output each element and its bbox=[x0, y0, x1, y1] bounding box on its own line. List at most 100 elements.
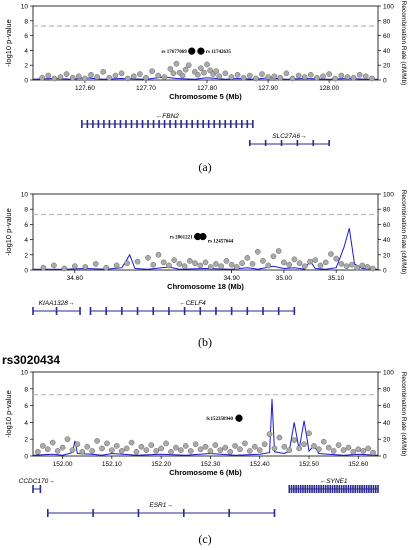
snp-point bbox=[249, 261, 256, 267]
snp-point bbox=[328, 251, 334, 257]
gene-label: ESR1→ bbox=[149, 502, 172, 509]
snp-point bbox=[350, 448, 357, 455]
snp-point bbox=[228, 74, 235, 80]
x-axis-label: Chromosome 6 (Mb) bbox=[169, 468, 242, 477]
snp-point bbox=[223, 258, 230, 264]
snp-point bbox=[338, 261, 345, 267]
snp-point bbox=[253, 75, 259, 82]
gene-exon bbox=[119, 120, 122, 128]
snp-point bbox=[227, 448, 233, 455]
gene-exon bbox=[185, 120, 188, 128]
gene-exon bbox=[213, 120, 216, 128]
snp-point bbox=[251, 443, 258, 450]
gene-exon bbox=[114, 120, 116, 128]
gene-exon bbox=[302, 485, 304, 493]
snp-point bbox=[186, 258, 193, 264]
snp-point bbox=[74, 441, 81, 448]
snp-point bbox=[213, 261, 219, 267]
y-tick-label: 10 bbox=[21, 370, 29, 377]
gene-exon bbox=[202, 120, 204, 128]
snp-point bbox=[202, 443, 209, 450]
gene-exon bbox=[304, 485, 307, 493]
snp-point bbox=[207, 448, 214, 454]
snp-point bbox=[301, 441, 307, 448]
snp-point bbox=[283, 70, 290, 77]
y-tick-label: 4 bbox=[24, 48, 28, 55]
snp-point bbox=[271, 73, 278, 80]
gene-exon bbox=[340, 485, 343, 493]
gene-exon bbox=[103, 120, 105, 128]
y2-tick-label: 0 bbox=[383, 454, 387, 461]
snp-point bbox=[228, 261, 235, 268]
gene-exon bbox=[248, 140, 251, 146]
gene-exon bbox=[55, 307, 58, 315]
snp-point bbox=[312, 257, 319, 263]
snp-point bbox=[155, 72, 162, 79]
y-tick-label: 10 bbox=[21, 192, 29, 199]
snp-point bbox=[240, 74, 247, 81]
snp-point bbox=[207, 67, 213, 74]
x-axis-label: Chromosome 5 (Mb) bbox=[169, 92, 242, 101]
snp-point bbox=[216, 73, 223, 80]
snp-point bbox=[222, 444, 229, 451]
snp-point bbox=[197, 262, 204, 269]
snp-point bbox=[259, 71, 265, 77]
snp-point bbox=[89, 448, 95, 454]
snp-point bbox=[291, 256, 298, 263]
snp-point bbox=[301, 263, 308, 270]
y-tick-label: 0 bbox=[24, 454, 28, 461]
gene-exon bbox=[196, 120, 199, 128]
y2-tick-label: 20 bbox=[383, 63, 391, 70]
snp-point bbox=[124, 75, 131, 82]
snp-point bbox=[71, 263, 78, 270]
gene-exon bbox=[329, 485, 332, 493]
gene-exon bbox=[290, 485, 293, 493]
gene-exon bbox=[356, 485, 359, 493]
gene-exon bbox=[315, 485, 318, 493]
snp-point bbox=[354, 264, 360, 271]
lead-snp-point bbox=[197, 47, 205, 55]
snp-point bbox=[332, 75, 339, 82]
gene-exon bbox=[293, 307, 296, 315]
y2-tick-label: 0 bbox=[383, 78, 387, 85]
snp-point bbox=[69, 74, 76, 81]
snp-point bbox=[270, 253, 277, 260]
snp-point bbox=[113, 443, 120, 449]
gene-exon bbox=[347, 485, 350, 493]
snp-point bbox=[266, 431, 273, 438]
gene-exon bbox=[180, 120, 182, 128]
snp-point bbox=[307, 258, 313, 265]
y-tick-label: 8 bbox=[24, 386, 28, 393]
gene-exon bbox=[199, 307, 202, 315]
gene-exon bbox=[224, 120, 227, 128]
snp-point bbox=[143, 447, 150, 453]
snp-point bbox=[207, 264, 214, 270]
snp-point bbox=[40, 443, 46, 449]
gene-label: SLC27A6→ bbox=[272, 133, 306, 140]
snp-point bbox=[99, 445, 105, 452]
snp-point bbox=[369, 75, 375, 82]
gene-exon bbox=[336, 485, 338, 493]
gene-exon bbox=[152, 307, 155, 315]
snp-point bbox=[330, 448, 337, 454]
snp-point bbox=[123, 445, 130, 452]
snp-point bbox=[301, 74, 308, 80]
gene-exon bbox=[331, 485, 334, 493]
snp-point bbox=[322, 259, 329, 266]
snp-point bbox=[202, 259, 209, 266]
y2-tick-label: 0 bbox=[383, 268, 387, 275]
snp-point bbox=[173, 60, 180, 67]
lead-snp-point bbox=[235, 414, 243, 422]
snp-point bbox=[343, 263, 350, 270]
gene-exon bbox=[152, 120, 155, 128]
y2-tick-label: 100 bbox=[383, 192, 394, 199]
snp-point bbox=[365, 445, 371, 452]
snp-point bbox=[213, 68, 220, 74]
snp-point bbox=[167, 66, 174, 72]
snp-point bbox=[51, 262, 57, 269]
section-title: rs3020434 bbox=[2, 353, 61, 367]
gene-exon bbox=[89, 307, 92, 315]
snp-point bbox=[45, 72, 52, 79]
snp-point bbox=[350, 74, 357, 81]
